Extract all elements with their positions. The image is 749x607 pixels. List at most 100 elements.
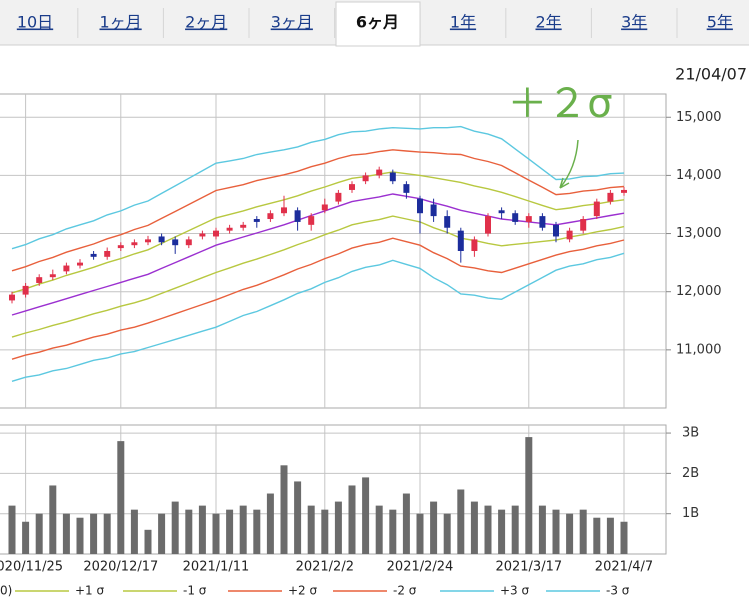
volume-bar bbox=[484, 505, 492, 554]
candle-body bbox=[457, 230, 464, 251]
selected-tab-box bbox=[335, 1, 421, 47]
candle-body bbox=[512, 213, 519, 222]
x-tick-label: 2021/3/17 bbox=[495, 560, 562, 575]
volume-bar bbox=[389, 509, 397, 554]
y-tick-label: 14,000 bbox=[676, 168, 722, 183]
tab[interactable]: 3年 bbox=[621, 13, 647, 32]
candle-body bbox=[471, 239, 478, 251]
tab[interactable]: 10日 bbox=[17, 13, 53, 32]
volume-bar bbox=[375, 505, 383, 554]
volume-bar bbox=[171, 501, 179, 554]
legend-label: -2 σ bbox=[393, 584, 417, 598]
volume-bar bbox=[62, 513, 70, 554]
candle-body bbox=[621, 189, 627, 193]
candle-body bbox=[104, 251, 111, 257]
volume-bar bbox=[430, 501, 438, 554]
candle-body bbox=[226, 227, 233, 231]
annotation: ＋２σ bbox=[507, 81, 612, 127]
volume-bar bbox=[253, 509, 261, 554]
volume-bar bbox=[117, 441, 125, 554]
candle-body bbox=[63, 265, 70, 272]
candle-body bbox=[253, 219, 260, 222]
candle-body bbox=[36, 277, 43, 283]
band-line bbox=[11, 237, 625, 360]
volume-bar bbox=[552, 509, 560, 554]
tab[interactable]: 1ヶ月 bbox=[100, 13, 142, 32]
volume-bar bbox=[498, 509, 506, 554]
x-tick-label: 2020/11/25 bbox=[0, 560, 63, 575]
candle-body bbox=[389, 172, 396, 182]
tab[interactable]: 1年 bbox=[450, 13, 476, 32]
volume-bar bbox=[620, 521, 628, 554]
volume-bar bbox=[362, 477, 370, 554]
volume-bar bbox=[606, 517, 614, 554]
volume-bar bbox=[49, 485, 57, 554]
candle-body bbox=[607, 192, 614, 202]
y-tick-label: 2B bbox=[682, 466, 699, 481]
tab[interactable]: 2ヶ月 bbox=[185, 13, 227, 32]
y-tick-label: 11,000 bbox=[676, 342, 722, 357]
volume-bar bbox=[198, 505, 206, 554]
volume-bar bbox=[470, 501, 478, 554]
candle-body bbox=[539, 216, 546, 228]
legend-label: -3 σ bbox=[606, 584, 630, 598]
candle-body bbox=[308, 216, 315, 225]
candle-body bbox=[498, 210, 505, 214]
candle-body bbox=[267, 213, 274, 220]
volume-bar bbox=[144, 529, 152, 554]
candle-body bbox=[335, 192, 342, 202]
band-line bbox=[11, 125, 625, 250]
candle-body bbox=[158, 236, 165, 243]
candle-body bbox=[525, 216, 532, 222]
candle-body bbox=[131, 242, 138, 246]
y-tick-label: 13,000 bbox=[676, 226, 722, 241]
candle-body bbox=[485, 216, 491, 234]
y-tick-label: 15,000 bbox=[676, 110, 722, 125]
candle-body bbox=[362, 175, 369, 182]
tab[interactable]: 6ヶ月 bbox=[356, 13, 399, 32]
volume-bar bbox=[35, 513, 43, 554]
tab[interactable]: 5年 bbox=[707, 13, 733, 32]
candle-body bbox=[444, 216, 451, 228]
volume-bar bbox=[266, 493, 274, 554]
volume-bar bbox=[416, 513, 424, 554]
candle-body bbox=[199, 233, 206, 237]
candle-body bbox=[349, 184, 355, 190]
x-tick-label: 2021/2/2 bbox=[296, 560, 354, 575]
tab[interactable]: 2年 bbox=[536, 13, 562, 32]
volume-bar bbox=[130, 509, 138, 554]
volume-bar bbox=[158, 513, 166, 554]
candle-body bbox=[213, 230, 219, 237]
volume-bar bbox=[226, 509, 234, 554]
candle-body bbox=[145, 239, 151, 243]
candle-body bbox=[294, 210, 301, 222]
volume-bar bbox=[457, 489, 465, 554]
volume-bar bbox=[103, 513, 111, 554]
x-tick-label: 2020/12/17 bbox=[83, 560, 158, 575]
candle-body bbox=[376, 169, 383, 176]
x-tick-label: 2021/1/11 bbox=[183, 560, 250, 575]
volume-bar bbox=[334, 501, 342, 554]
volume-bar bbox=[76, 517, 84, 554]
candle-body bbox=[240, 224, 247, 228]
volume-bar bbox=[280, 465, 288, 554]
date-label: 21/04/07 bbox=[675, 65, 747, 84]
candle-body bbox=[172, 239, 179, 246]
legend-label: +2 σ bbox=[288, 584, 318, 598]
x-tick-label: 2021/4/7 bbox=[595, 560, 653, 575]
y-tick-label: 12,000 bbox=[676, 284, 722, 299]
x-tick-label: 2021/2/24 bbox=[387, 560, 454, 575]
y-tick-label: 3B bbox=[682, 426, 699, 441]
candle-body bbox=[49, 274, 56, 278]
candle-body bbox=[77, 262, 83, 266]
candle-body bbox=[430, 204, 437, 217]
legend-label: +3 σ bbox=[500, 584, 530, 598]
volume-bar bbox=[321, 509, 329, 554]
candle-body bbox=[593, 201, 600, 217]
price-plot-frame bbox=[0, 93, 667, 409]
tab[interactable]: 3ヶ月 bbox=[271, 13, 313, 32]
band-line bbox=[11, 193, 625, 316]
candle-body bbox=[321, 204, 328, 211]
candle-body bbox=[417, 198, 423, 214]
